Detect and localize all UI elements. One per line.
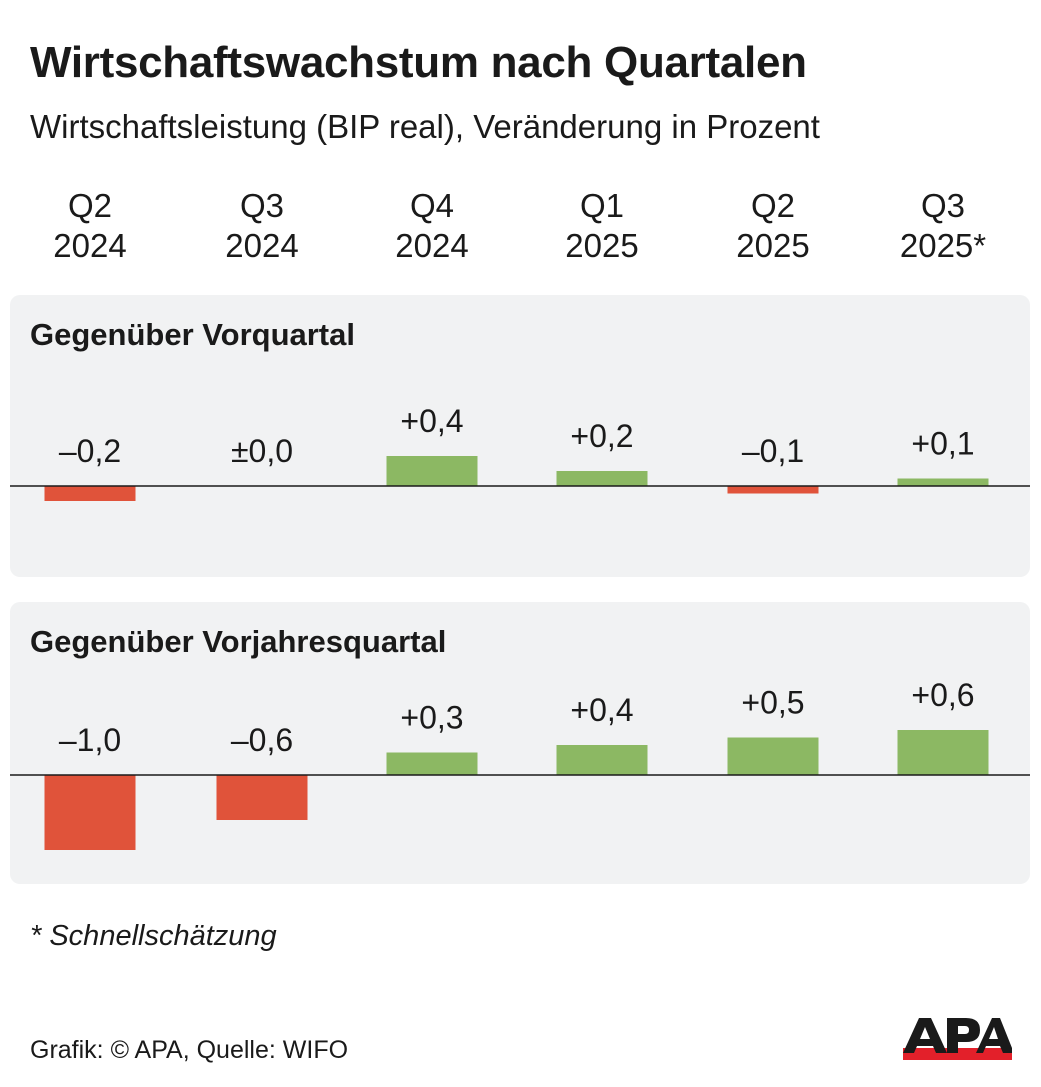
quarter-header: Q2 2025	[688, 186, 858, 266]
bar	[216, 775, 308, 820]
apa-logo	[903, 1018, 1012, 1060]
bar	[897, 478, 989, 486]
data-label: +0,2	[570, 418, 633, 454]
year-label: 2024	[225, 227, 299, 264]
year-label: 2024	[53, 227, 127, 264]
quarter-header: Q4 2024	[347, 186, 517, 266]
quarter-label: Q1	[579, 187, 625, 224]
data-label: ±0,0	[231, 433, 293, 469]
bar	[386, 456, 478, 486]
data-label: –0,2	[59, 433, 121, 469]
bar	[727, 737, 819, 775]
data-label: –1,0	[59, 722, 121, 758]
quarter-label: Q3	[239, 187, 285, 224]
year-label: 2025	[565, 227, 639, 264]
bar	[727, 486, 819, 494]
panel-vorquartal: Gegenüber Vorquartal	[10, 295, 1030, 577]
bar	[556, 471, 648, 486]
bar	[556, 745, 648, 775]
quarter-header: Q3 2025*	[858, 186, 1028, 266]
bar	[44, 775, 136, 850]
chart-subtitle: Wirtschaftsleistung (BIP real), Veränder…	[30, 108, 820, 145]
data-label: –0,1	[742, 433, 804, 469]
panel-title: Gegenüber Vorjahresquartal	[30, 624, 447, 659]
bar	[386, 752, 478, 775]
chart-title: Wirtschaftswachstum nach Quartalen	[30, 38, 807, 87]
quarter-label: Q4	[409, 187, 455, 224]
data-label: +0,6	[911, 677, 974, 713]
bar-chart-1: –1,0 –0,6 +0,3 +0,4 +0,5 +0,6	[10, 677, 1030, 850]
data-label: –0,6	[231, 722, 293, 758]
bar	[897, 730, 989, 775]
year-label: 2025	[736, 227, 810, 264]
data-label: +0,5	[741, 685, 804, 721]
data-label: +0,4	[400, 403, 463, 439]
data-label: +0,3	[400, 700, 463, 736]
year-label: 2025*	[899, 227, 987, 264]
data-label: +0,1	[911, 426, 974, 462]
quarter-label: Q2	[750, 187, 796, 224]
bar	[44, 486, 136, 501]
data-label: +0,4	[570, 692, 633, 728]
quarter-header: Q1 2025	[517, 186, 687, 266]
panel-vorjahresquartal: Gegenüber Vorjahresquartal	[10, 602, 1030, 884]
panel-title: Gegenüber Vorquartal	[30, 317, 355, 352]
quarter-label: Q3	[920, 187, 966, 224]
year-label: 2024	[395, 227, 469, 264]
source-credit: Grafik: © APA, Quelle: WIFO	[30, 1036, 349, 1064]
bar-chart-0: –0,2 ±0,0 +0,4 +0,2 –0,1 +0,1	[10, 403, 1030, 501]
quarter-header: Q3 2024	[177, 186, 347, 266]
footnote: * Schnellschätzung	[30, 920, 277, 952]
quarter-label: Q2	[67, 187, 113, 224]
quarter-header: Q2 2024	[5, 186, 175, 266]
